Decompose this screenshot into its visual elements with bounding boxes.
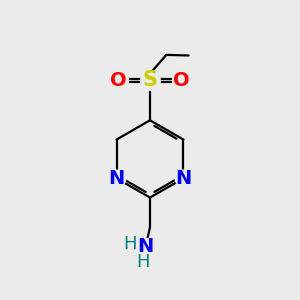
Text: S: S [142,70,158,90]
Text: O: O [110,71,127,90]
Text: N: N [175,169,192,188]
Text: H: H [136,253,149,271]
Text: O: O [173,71,190,90]
Text: N: N [108,169,125,188]
Text: H: H [123,235,137,253]
Text: N: N [137,237,154,256]
